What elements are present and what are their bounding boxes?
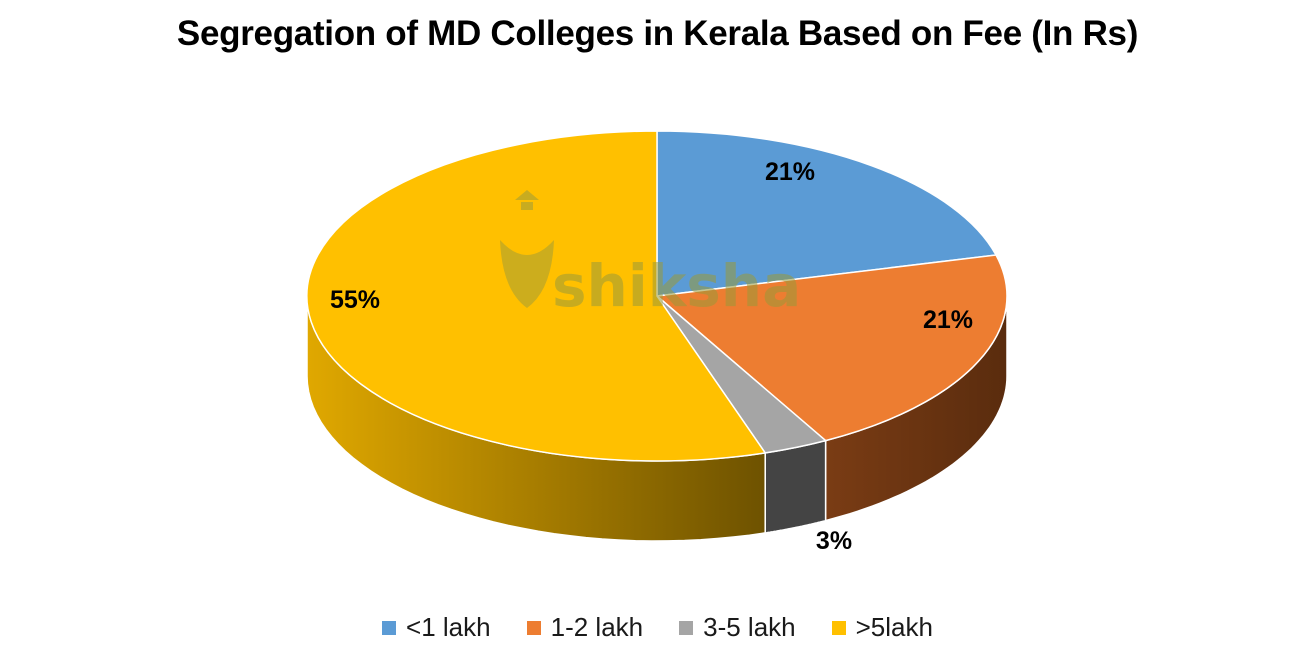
slice-1-lakh: [656, 130, 998, 297]
legend-item: 3-5 lakh: [679, 612, 796, 643]
slice-side: [764, 439, 827, 534]
legend-item: 1-2 lakh: [526, 612, 644, 643]
legend: <1 lakh 1-2 lakh 3-5 lakh >5lakh: [0, 612, 1315, 643]
legend-swatch: [679, 620, 694, 635]
chart-title: Segregation of MD Colleges in Kerala Bas…: [176, 14, 1139, 53]
data-label: 3%: [816, 527, 852, 555]
legend-label: 3-5 lakh: [703, 612, 796, 642]
legend-swatch: [831, 620, 846, 635]
pie-sides: [306, 295, 1008, 542]
legend-item: >5lakh: [831, 612, 933, 643]
legend-swatch: [526, 620, 541, 635]
legend-label: 1-2 lakh: [550, 612, 644, 642]
legend-label: >5lakh: [855, 612, 933, 642]
watermark-text: shiksha: [552, 252, 801, 320]
watermark: shiksha: [500, 190, 801, 320]
legend-label: <1 lakh: [406, 612, 491, 642]
data-labels: 21% 21% 3% 55%: [330, 158, 973, 555]
data-label: 21%: [765, 158, 815, 186]
data-label: 21%: [923, 306, 973, 334]
slice-1-2-lakh: [655, 254, 1008, 442]
legend-swatch: [382, 620, 397, 635]
legend-item: <1 lakh: [382, 612, 491, 643]
data-label: 55%: [330, 286, 380, 314]
